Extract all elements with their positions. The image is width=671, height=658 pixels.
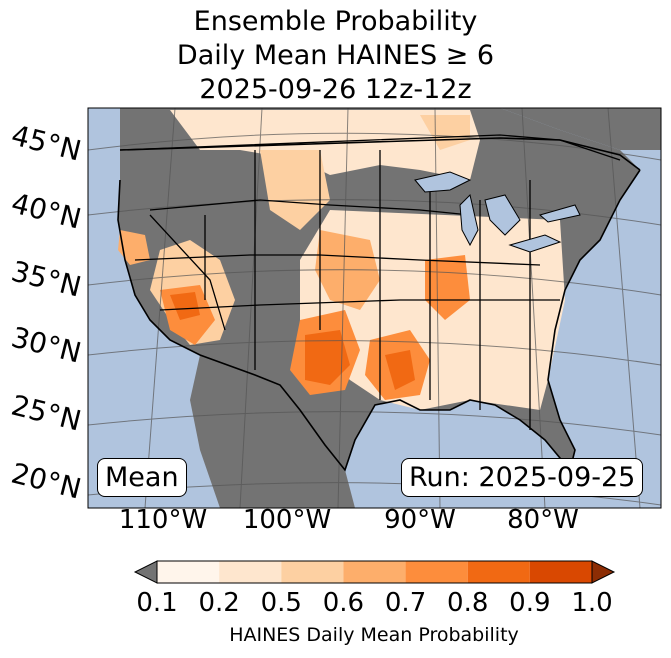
colorbar-segment [467,561,530,583]
canada-land [88,108,661,150]
state-borders [119,134,621,430]
colorbar-tick-label: 0.7 [384,588,427,618]
colorbar-outline [156,560,593,584]
colorbar-segment [343,561,406,583]
lon-label-110: 110°W [118,505,208,535]
chart-title-line-1: Ensemble Probability [193,6,478,37]
colorbar-tick-label: 0.1 [136,588,178,618]
mean-label-box: Mean [97,458,187,497]
chart-title-line-3: 2025-09-26 12z-12z [199,74,472,105]
colorbar-under-triangle [133,560,158,584]
colorbar-tick-label: 0.8 [447,588,489,618]
colorbar-tick-label: 0.9 [509,588,551,618]
colorbar-tick-label: 0.6 [322,588,365,618]
colorbar-tick-label: 0.2 [198,588,240,618]
mexico-land [190,355,355,508]
colorbar-segment [157,561,220,583]
colorbar-tick-label: 0.5 [260,588,302,618]
colorbar [133,560,616,584]
colorbar-segment [281,561,344,583]
colorbar-over-triangle [591,560,616,584]
great-lakes [414,171,581,253]
colorbar-segment [529,561,592,583]
colorbar-segment [219,561,282,583]
lon-label-80: 80°W [507,505,579,535]
chart-title-line-2: Daily Mean HAINES ≥ 6 [176,40,495,71]
colorbar-tick-label: 1.0 [571,588,613,618]
run-date-box: Run: 2025-09-25 [401,458,644,497]
graticule [88,108,661,508]
colorbar-segment [405,561,468,583]
country-coastline [117,137,641,472]
probability-shading [118,110,565,410]
lon-label-90: 90°W [384,505,456,535]
lon-label-100: 100°W [242,505,332,535]
colorbar-label: HAINES Daily Mean Probability [229,624,519,646]
